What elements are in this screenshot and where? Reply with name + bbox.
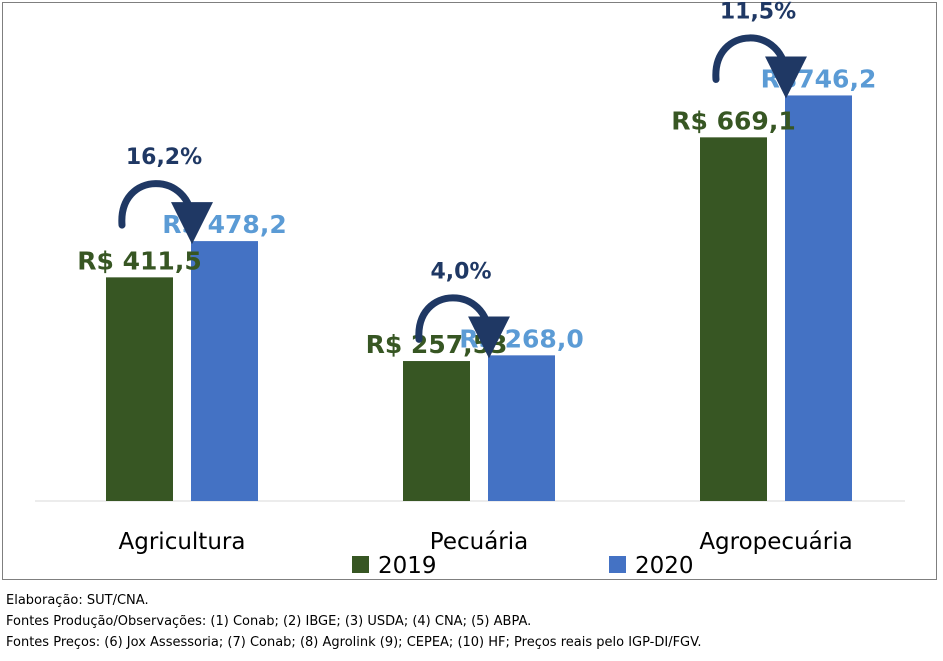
category-label: Agricultura bbox=[119, 529, 246, 555]
growth-label: 11,5% bbox=[720, 0, 796, 24]
legend-label-2019: 2019 bbox=[378, 553, 437, 579]
growth-label: 16,2% bbox=[126, 145, 202, 170]
legend-swatch-2019 bbox=[352, 556, 369, 573]
data-label-2019: R$ 669,1 bbox=[671, 106, 795, 135]
legend-label-2020: 2020 bbox=[635, 553, 694, 579]
legend-swatch-2020 bbox=[609, 556, 626, 573]
category-label: Agropecuária bbox=[699, 529, 852, 555]
bar-2020 bbox=[488, 355, 555, 501]
footnote-fontes-precos: Fontes Preços: (6) Jox Assessoria; (7) C… bbox=[6, 635, 702, 650]
bar-2020 bbox=[191, 241, 258, 501]
data-label-2020: R$ 268,0 bbox=[459, 324, 583, 353]
footnotes: Elaboração: SUT/CNA. Fontes Produção/Obs… bbox=[6, 590, 936, 653]
growth-label: 4,0% bbox=[430, 259, 491, 284]
bar-2019 bbox=[700, 137, 767, 501]
category-label: Pecuária bbox=[430, 529, 528, 555]
growth-arrow-icon bbox=[712, 34, 807, 99]
bar-2020 bbox=[785, 95, 852, 501]
bar-2019 bbox=[106, 277, 173, 501]
footnote-elaboracao: Elaboração: SUT/CNA. bbox=[6, 593, 149, 608]
data-label-2020: R$ 478,2 bbox=[162, 210, 286, 239]
footnote-fontes-producao: Fontes Produção/Observações: (1) Conab; … bbox=[6, 614, 532, 629]
bar-2019 bbox=[403, 361, 470, 501]
growth-arrow-icon bbox=[118, 180, 213, 245]
growth-arrow-icon bbox=[415, 294, 510, 359]
data-label-2020: R$746,2 bbox=[761, 64, 877, 93]
data-label-2019: R$ 411,5 bbox=[77, 246, 201, 275]
